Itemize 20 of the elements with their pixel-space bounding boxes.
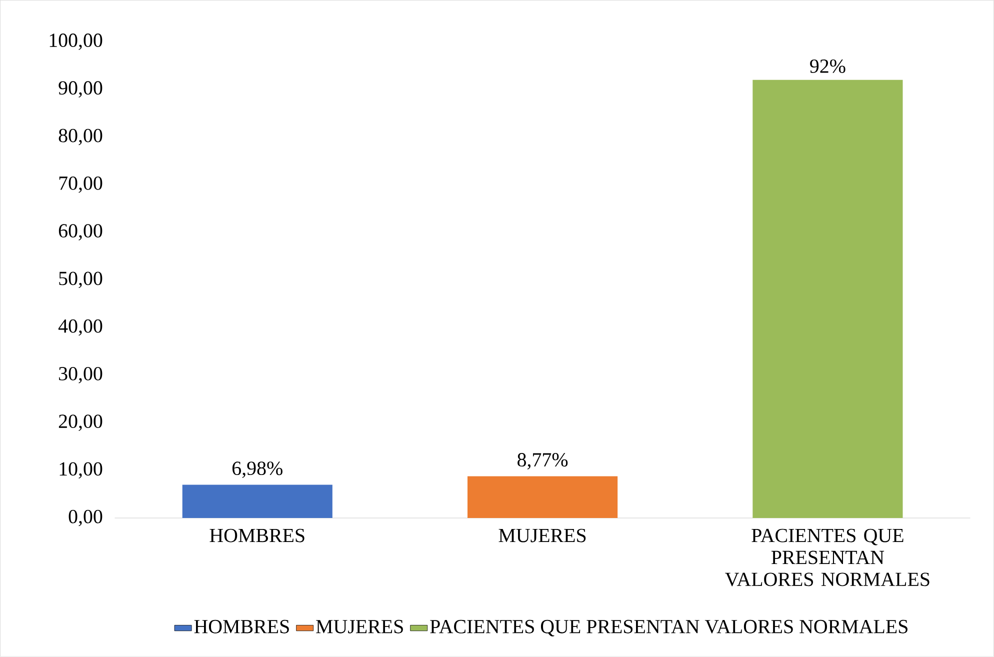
y-tick-label: 0,00: [68, 510, 102, 526]
x-tick-label: HOMBRES: [210, 528, 304, 542]
y-tick-label: 60,00: [58, 224, 102, 240]
legend-label: MUJERES: [316, 620, 403, 634]
y-tick-label: 80,00: [58, 128, 102, 146]
legend-label: HOMBRES: [194, 620, 289, 634]
y-tick-label: 70,00: [59, 176, 102, 193]
y-tick-label: 10,00: [60, 462, 102, 479]
y-tick-label: 30,00: [59, 367, 102, 384]
x-tick-label: PACIENTES QUE PRESENTAN VALORES NORMALES: [725, 528, 930, 586]
y-tick-label: 90,00: [58, 81, 102, 98]
y-tick-label: 20,00: [58, 414, 102, 432]
x-tick-label: MUJERES: [498, 528, 586, 542]
y-tick-label: 100,00: [50, 34, 102, 50]
data-label: 92%: [810, 60, 846, 74]
legend-label: PACIENTES QUE PRESENTAN VALORES NORMALES: [430, 620, 908, 636]
y-tick-label: 50,00: [59, 272, 102, 288]
y-tick-label: 40,00: [58, 319, 102, 336]
data-label: 6,98%: [232, 462, 282, 478]
data-label: 8,77%: [518, 453, 568, 470]
